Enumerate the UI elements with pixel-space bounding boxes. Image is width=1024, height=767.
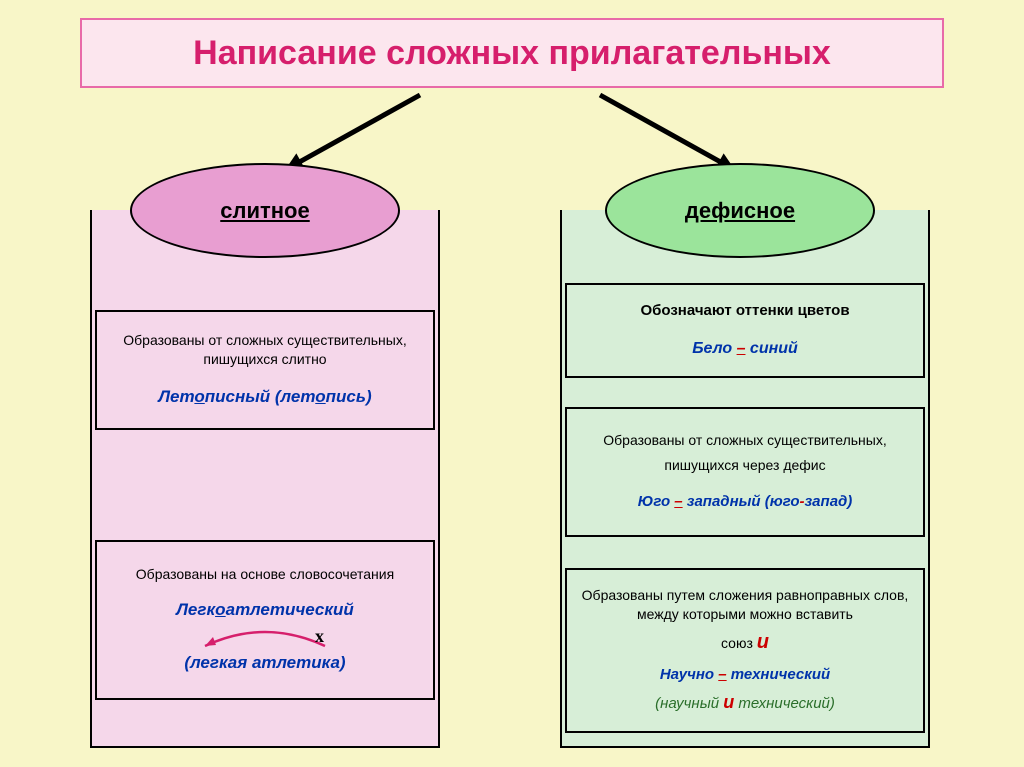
right-rule-2: Образованы путем сложения равноправных с… (565, 568, 925, 733)
right-rule-1: Образованы от сложных существительных, пи… (565, 407, 925, 537)
left-rule-1: Образованы на основе словосочетания Легко… (95, 540, 435, 700)
main-title: Написание сложных прилагательных (80, 18, 944, 88)
rule-line: Обозначают оттенки цветов (640, 301, 849, 321)
dependency-arrow: х (175, 624, 355, 650)
rule-line: Образованы от сложных существительных, (603, 431, 886, 450)
rule-line: пишущихся через дефис (664, 456, 825, 475)
rule-line: Бело – синий (692, 338, 798, 360)
left-ellipse: слитное (130, 163, 400, 258)
right-rule-0: Обозначают оттенки цветов Бело – синий (565, 283, 925, 378)
left-rule-0: Образованы от сложных существительных, п… (95, 310, 435, 430)
rule-line: (научный и технический) (655, 690, 835, 714)
rule-line: Образованы от сложных существительных, п… (105, 331, 425, 369)
rule-line: Летописный (летопись) (158, 386, 371, 409)
rule-line: Образованы на основе словосочетания (136, 565, 394, 584)
rule-line: Образованы путем сложения равноправных с… (575, 586, 915, 624)
rule-line: (легкая атлетика) (184, 652, 345, 675)
rule-line: Легкоатлетический (176, 599, 354, 622)
rule-line: Юго – западный (юго-запад) (638, 492, 853, 512)
rule-line: союз и (721, 629, 769, 656)
right-ellipse: дефисное (605, 163, 875, 258)
rule-line: Научно – технический (660, 665, 830, 685)
